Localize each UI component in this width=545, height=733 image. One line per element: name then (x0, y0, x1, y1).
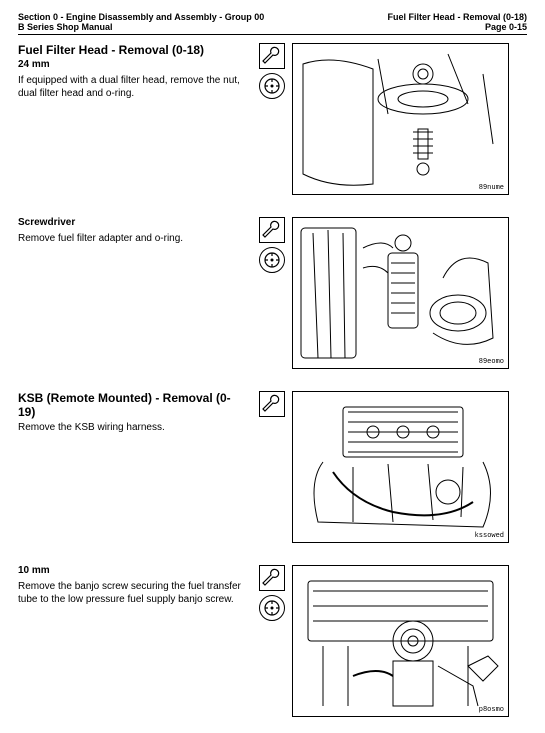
header-page-line: Page 0-15 (387, 22, 527, 32)
step-text: 10 mm Remove the banjo screw securing th… (18, 565, 252, 606)
step-figure: 89nume (292, 43, 509, 195)
inspect-icon (259, 73, 285, 99)
step-figure-col: 89eomo (292, 217, 527, 369)
step-title: KSB (Remote Mounted) - Removal (0-19) (18, 391, 248, 419)
step-text: Fuel Filter Head - Removal (0-18) 24 mm … (18, 43, 252, 100)
step-icons (258, 565, 286, 621)
step-text: Screwdriver Remove fuel filter adapter a… (18, 217, 252, 245)
tool-size: 10 mm (18, 565, 248, 576)
inspect-icon (259, 247, 285, 273)
step-figure-col: 89nume (292, 43, 527, 195)
step-text: KSB (Remote Mounted) - Removal (0-19) Re… (18, 391, 252, 434)
step-figure-col: p8osmo (292, 565, 527, 717)
wrench-icon (259, 217, 285, 243)
step-body: Remove fuel filter adapter and o-ring. (18, 232, 248, 245)
step-figure: kssowed (292, 391, 509, 543)
header-section-line: Section 0 - Engine Disassembly and Assem… (18, 12, 264, 22)
tool-size: 24 mm (18, 59, 248, 70)
step-title: Fuel Filter Head - Removal (0-18) (18, 43, 248, 57)
page-header: Section 0 - Engine Disassembly and Assem… (18, 12, 527, 35)
step-figure: p8osmo (292, 565, 509, 717)
step-body: If equipped with a dual filter head, rem… (18, 74, 248, 100)
wrench-icon (259, 565, 285, 591)
step-block: 10 mm Remove the banjo screw securing th… (18, 565, 527, 717)
step-body: Remove the KSB wiring harness. (18, 421, 248, 434)
wrench-icon (259, 43, 285, 69)
step-block: KSB (Remote Mounted) - Removal (0-19) Re… (18, 391, 527, 543)
wrench-icon (259, 391, 285, 417)
step-block: Screwdriver Remove fuel filter adapter a… (18, 217, 527, 369)
figure-label: kssowed (475, 532, 504, 540)
step-body: Remove the banjo screw securing the fuel… (18, 580, 248, 606)
figure-label: p8osmo (479, 706, 504, 714)
header-right: Fuel Filter Head - Removal (0-18) Page 0… (387, 12, 527, 32)
step-icons (258, 217, 286, 273)
step-icons (258, 391, 286, 417)
header-manual-line: B Series Shop Manual (18, 22, 264, 32)
figure-label: 89nume (479, 184, 504, 192)
step-figure-col: kssowed (292, 391, 527, 543)
inspect-icon (259, 595, 285, 621)
step-icons (258, 43, 286, 99)
header-topic-line: Fuel Filter Head - Removal (0-18) (387, 12, 527, 22)
figure-label: 89eomo (479, 358, 504, 366)
header-left: Section 0 - Engine Disassembly and Assem… (18, 12, 264, 32)
step-block: Fuel Filter Head - Removal (0-18) 24 mm … (18, 43, 527, 195)
step-figure: 89eomo (292, 217, 509, 369)
tool-size: Screwdriver (18, 217, 248, 228)
